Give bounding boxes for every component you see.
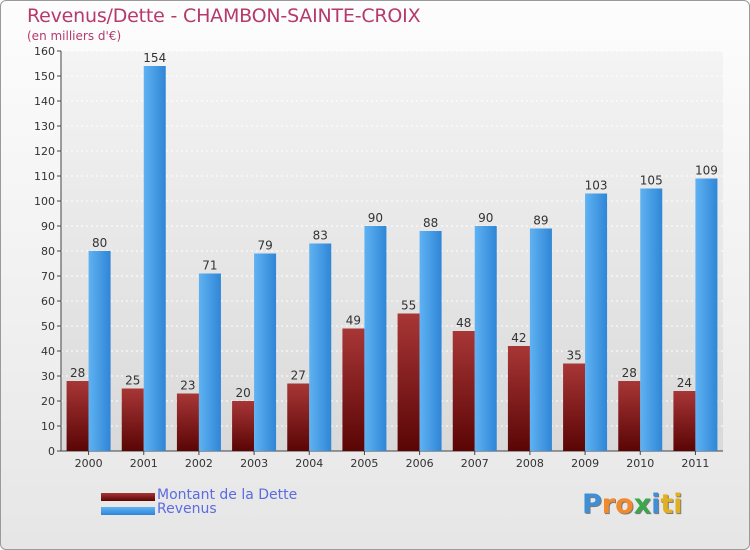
y-tick-label: 40 [41, 345, 55, 358]
chart-title: Revenus/Dette - CHAMBON-SAINTE-CROIX [27, 5, 421, 27]
x-tick-label: 2001 [130, 457, 158, 470]
data-label-dette: 28 [70, 366, 85, 380]
bar-dette [563, 363, 586, 451]
data-label-dette: 24 [677, 376, 692, 390]
y-tick-label: 100 [34, 195, 55, 208]
bar-revenus [88, 251, 111, 451]
x-tick-label: 2009 [571, 457, 599, 470]
y-tick-label: 50 [41, 320, 55, 333]
y-tick-label: 130 [34, 120, 55, 133]
x-tick-label: 2007 [461, 457, 489, 470]
data-label-revenus: 103 [585, 179, 608, 193]
bar-dette [397, 313, 420, 451]
chart-subtitle: (en milliers d'€) [27, 29, 122, 43]
bar-revenus [585, 193, 608, 451]
y-tick-label: 0 [48, 445, 55, 458]
data-label-dette: 20 [235, 386, 250, 400]
bar-dette [66, 381, 89, 451]
legend-swatch-dette [101, 493, 155, 501]
y-tick-label: 30 [41, 370, 55, 383]
data-label-revenus: 109 [695, 164, 718, 178]
data-label-dette: 27 [291, 369, 306, 383]
bar-revenus [254, 253, 277, 451]
bar-revenus [198, 273, 221, 451]
data-label-revenus: 90 [368, 211, 383, 225]
data-label-revenus: 80 [92, 236, 107, 250]
bar-dette [176, 393, 199, 451]
bar-revenus [474, 226, 497, 451]
x-tick-label: 2003 [240, 457, 268, 470]
logo-letter: r [601, 489, 616, 520]
legend-label-revenus: Revenus [157, 501, 217, 517]
bar-revenus [143, 66, 166, 451]
logo-letter: i [673, 489, 683, 520]
y-tick-label: 10 [41, 420, 55, 433]
y-tick-label: 80 [41, 245, 55, 258]
y-tick-label: 140 [34, 95, 55, 108]
x-tick-label: 2005 [350, 457, 378, 470]
x-tick-label: 2006 [406, 457, 434, 470]
x-tick-label: 2010 [626, 457, 654, 470]
bar-dette [452, 331, 475, 451]
bar-revenus [529, 228, 552, 451]
legend-label-dette: Montant de la Dette [157, 487, 298, 503]
x-tick-label: 2008 [516, 457, 544, 470]
data-label-dette: 55 [401, 299, 416, 313]
proxiti-logo: Proxiti [582, 489, 683, 520]
logo-letter: t [660, 489, 674, 520]
data-label-revenus: 154 [143, 51, 166, 65]
x-tick-label: 2011 [681, 457, 709, 470]
y-tick-label: 60 [41, 295, 55, 308]
data-label-revenus: 90 [478, 211, 493, 225]
y-tick-label: 70 [41, 270, 55, 283]
bar-revenus [419, 231, 442, 451]
data-label-revenus: 105 [640, 174, 663, 188]
bar-dette [618, 381, 641, 451]
data-label-dette: 42 [511, 331, 526, 345]
data-label-dette: 25 [125, 374, 140, 388]
data-label-dette: 35 [566, 349, 581, 363]
bar-dette [342, 328, 365, 451]
bar-revenus [695, 178, 718, 451]
bar-dette [287, 383, 310, 451]
x-tick-label: 2000 [75, 457, 103, 470]
data-label-dette: 49 [346, 314, 361, 328]
data-label-revenus: 88 [423, 216, 438, 230]
y-tick-label: 150 [34, 70, 55, 83]
logo-letter: i [651, 489, 661, 520]
data-label-dette: 23 [180, 379, 195, 393]
data-label-dette: 48 [456, 316, 471, 330]
logo-letter: o [615, 489, 634, 520]
bar-revenus [309, 243, 332, 451]
bar-revenus [364, 226, 387, 451]
bar-dette [673, 391, 696, 451]
y-tick-label: 20 [41, 395, 55, 408]
x-tick-label: 2004 [295, 457, 323, 470]
logo-letter: P [582, 489, 602, 520]
y-tick-label: 160 [34, 45, 55, 58]
bar-dette [121, 388, 144, 451]
data-label-dette: 28 [622, 366, 637, 380]
data-label-revenus: 83 [313, 229, 328, 243]
x-tick-label: 2002 [185, 457, 213, 470]
bar-dette [507, 346, 530, 451]
bar-dette [232, 401, 255, 451]
y-tick-label: 110 [34, 170, 55, 183]
data-label-revenus: 79 [257, 239, 272, 253]
data-label-revenus: 71 [202, 259, 217, 273]
logo-letter: x [633, 489, 652, 520]
y-tick-label: 90 [41, 220, 55, 233]
legend-swatch-revenus [101, 507, 155, 515]
data-label-revenus: 89 [533, 214, 548, 228]
y-tick-label: 120 [34, 145, 55, 158]
bar-revenus [640, 188, 663, 451]
